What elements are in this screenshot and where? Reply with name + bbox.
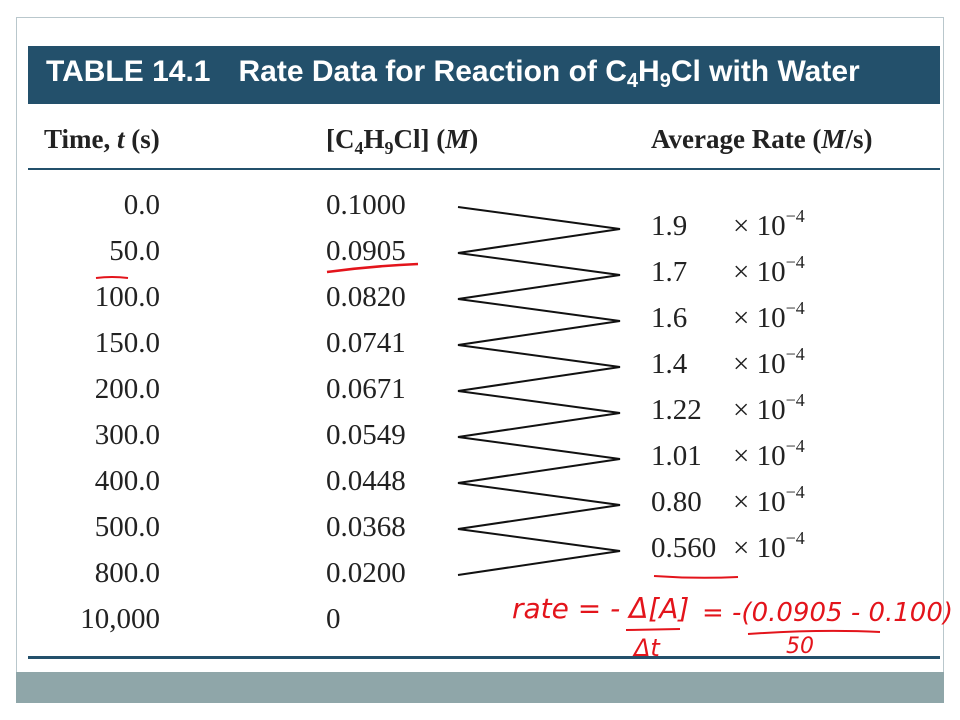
header-unit: M (445, 124, 470, 154)
header-text: Time, (44, 124, 117, 154)
table-title-part: Rate Data for Reaction of C (238, 55, 627, 88)
multiplier-text: × 10 (733, 440, 786, 472)
rate-value: 0.560 (651, 532, 717, 564)
handwritten-denominator: 50 (786, 634, 814, 659)
table-title: TABLE 14.1 Rate Data for Reaction of C4H9… (46, 55, 860, 92)
multiplier-text: × 10 (733, 348, 786, 380)
time-cell: 10,000 (80, 603, 160, 635)
table-number: TABLE 14.1 (46, 55, 211, 88)
time-cell: 400.0 (94, 465, 160, 497)
underline-0905 (326, 262, 419, 274)
concentration-cell: 0.0905 (326, 235, 406, 267)
time-cell: 150.0 (94, 327, 160, 359)
title-part: H (638, 55, 660, 88)
rate-value: 1.4 (651, 348, 688, 380)
concentration-cell: 0.1000 (326, 189, 406, 221)
header-var: t (117, 124, 125, 154)
time-cell: 200.0 (94, 373, 160, 405)
time-cell: 50.0 (109, 235, 160, 267)
header-text: /s) (845, 124, 873, 154)
header-rule (28, 168, 940, 170)
handwritten-delta-t: Δt (634, 634, 660, 662)
table-title-bar: TABLE 14.1 Rate Data for Reaction of C4H9… (28, 46, 940, 104)
rate-multiplier: × 10−4 (733, 207, 805, 243)
rate-value: 1.9 (651, 210, 688, 242)
header-time: Time, t (s) (44, 124, 160, 155)
rate-multiplier: × 10−4 (733, 345, 805, 381)
exponent: −4 (785, 206, 805, 226)
table-bottom-rule (28, 656, 940, 659)
multiplier-text: × 10 (733, 210, 786, 242)
header-text: Average Rate ( (651, 124, 822, 154)
fraction-bar-left (625, 628, 681, 631)
time-cell: 100.0 (94, 281, 160, 313)
slide-footer-bar (16, 672, 944, 703)
concentration-cell: 0.0671 (326, 373, 406, 405)
exponent: −4 (785, 436, 805, 456)
rate-multiplier: × 10−4 (733, 529, 805, 565)
header-text: Cl] ( (393, 124, 446, 154)
handwritten-numerator: = -(0.0905 - 0.100) (702, 598, 954, 628)
concentration-cell: 0.0741 (326, 327, 406, 359)
exponent: −4 (785, 482, 805, 502)
concentration-cell: 0 (326, 603, 341, 635)
header-subscript: 4 (354, 138, 364, 158)
header-text: H (363, 124, 385, 154)
header-text: (s) (124, 124, 160, 154)
multiplier-text: × 10 (733, 532, 786, 564)
rate-value: 1.7 (651, 256, 688, 288)
header-unit: M (821, 124, 846, 154)
header-text: [C (326, 124, 355, 154)
concentration-cell: 0.0448 (326, 465, 406, 497)
header-text: ) (469, 124, 479, 154)
exponent: −4 (785, 344, 805, 364)
concentration-cell: 0.0820 (326, 281, 406, 313)
title-subscript: 4 (626, 70, 639, 92)
header-rate: Average Rate (M/s) (651, 124, 872, 155)
rate-value: 1.6 (651, 302, 688, 334)
header-concentration: [C4H9Cl] (M) (326, 124, 479, 158)
time-cell: 500.0 (94, 511, 160, 543)
rate-multiplier: × 10−4 (733, 437, 805, 473)
rate-value: 1.22 (651, 394, 702, 426)
concentration-cell: 0.0549 (326, 419, 406, 451)
rate-multiplier: × 10−4 (733, 299, 805, 335)
multiplier-text: × 10 (733, 302, 786, 334)
rate-value: 0.80 (651, 486, 702, 518)
time-cell: 300.0 (94, 419, 160, 451)
fraction-bar-right (747, 629, 881, 635)
rate-multiplier: × 10−4 (733, 253, 805, 289)
header-subscript: 9 (384, 138, 394, 158)
time-cell: 0.0 (123, 189, 160, 221)
underline-50 (95, 276, 129, 279)
exponent: −4 (785, 390, 805, 410)
multiplier-text: × 10 (733, 256, 786, 288)
exponent: −4 (785, 252, 805, 272)
time-cell: 800.0 (94, 557, 160, 589)
concentration-cell: 0.0200 (326, 557, 406, 589)
concentration-cell: 0.0368 (326, 511, 406, 543)
zigzag-connector (457, 206, 621, 576)
handwritten-rate-expression: rate = - Δ[A] (512, 592, 690, 625)
exponent: −4 (785, 528, 805, 548)
exponent: −4 (785, 298, 805, 318)
rate-multiplier: × 10−4 (733, 483, 805, 519)
title-part: Cl with Water (670, 55, 860, 88)
title-subscript: 9 (659, 70, 671, 92)
rate-value: 1.01 (651, 440, 702, 472)
multiplier-text: × 10 (733, 394, 786, 426)
multiplier-text: × 10 (733, 486, 786, 518)
underline-rate (653, 575, 739, 579)
rate-multiplier: × 10−4 (733, 391, 805, 427)
